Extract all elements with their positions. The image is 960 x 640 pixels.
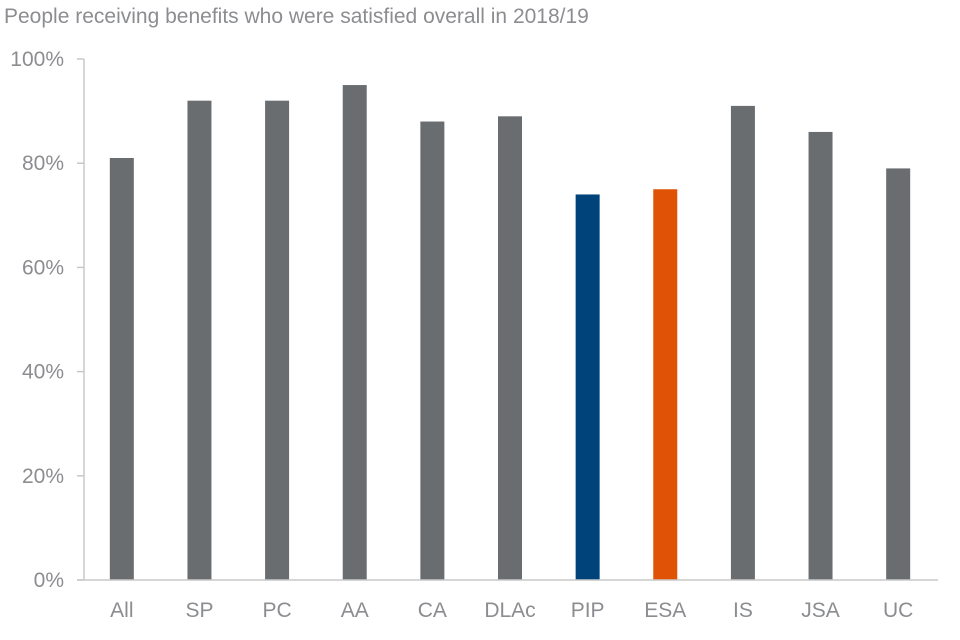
bars [109,85,911,581]
bar-pc [265,100,290,581]
x-tick-label: IS [733,599,753,622]
x-tick-label: CA [418,599,447,622]
y-tick-label: 80% [22,152,64,175]
bar-jsa [808,131,833,580]
x-tick-label: JSA [801,599,840,622]
y-tick-label: 0% [34,569,64,592]
x-tick-label: PC [262,599,291,622]
x-tick-label: SP [185,599,213,622]
bar-dlac [498,116,522,580]
x-tick-label: AA [341,599,369,622]
bar-pip [575,194,600,580]
chart-title: People receiving benefits who were satis… [4,5,589,28]
y-tick-label: 60% [22,256,64,279]
y-tick-label: 20% [22,465,64,488]
x-tick-label: PIP [571,599,605,622]
bar-is [730,105,755,580]
bar-aa [342,85,367,581]
x-tick-label: ESA [644,599,686,622]
x-axis: All SP PC AA CA DLAc PIP ESA IS JSA UC [77,579,938,622]
bar-sp [187,100,212,581]
x-tick-label: DLAc [484,599,535,622]
y-axis: 0% 20% 40% 60% 80% 100% [10,48,85,592]
bar-all [109,157,134,581]
bar-uc [886,168,911,580]
bar-ca [420,121,445,581]
bar-esa [653,189,678,580]
y-tick-label: 40% [22,361,64,384]
x-tick-label: UC [883,599,913,622]
y-tick-label: 100% [10,48,64,71]
x-tick-label: All [110,599,133,622]
